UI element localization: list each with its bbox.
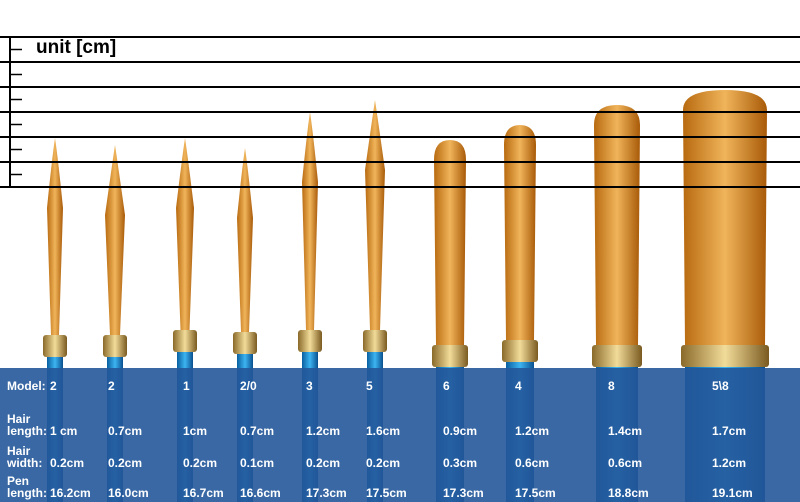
cell: 0.2cm [108, 456, 143, 470]
cell: 0.2cm [366, 456, 401, 470]
cell: 1 cm [50, 424, 78, 438]
ferrule [502, 340, 538, 362]
cell: 16.0cm [108, 486, 149, 500]
bristles [105, 145, 125, 335]
bristles [683, 90, 767, 345]
ferrule [681, 345, 769, 367]
ferrule [592, 345, 642, 367]
cell: 1.7cm [712, 424, 747, 438]
row-label: Hair width: [7, 444, 43, 470]
cell: 4 [515, 379, 522, 393]
cell: 6 [443, 379, 450, 393]
row-label: Model: [7, 379, 46, 393]
cell: 2/0 [240, 379, 257, 393]
cell: 2 [50, 379, 57, 393]
cell: 16.6cm [240, 486, 281, 500]
row-label: Pen length: [7, 474, 47, 500]
unit-label: unit [cm] [36, 37, 117, 58]
cell: 1.6cm [366, 424, 401, 438]
bristles [176, 138, 194, 330]
bristles [504, 125, 536, 340]
ferrule [173, 330, 197, 352]
cell: 18.8cm [608, 486, 649, 500]
row-label: Hair length: [7, 412, 47, 438]
bristles [237, 148, 253, 332]
ferrule [43, 335, 67, 357]
cell: 17.3cm [443, 486, 484, 500]
info-panel [0, 368, 800, 502]
bristles [434, 140, 466, 345]
cell: 17.5cm [515, 486, 556, 500]
cell: 0.6cm [608, 456, 643, 470]
cell: 0.2cm [183, 456, 218, 470]
cell: 5 [366, 379, 373, 393]
cell: 0.2cm [50, 456, 85, 470]
cell: 1 [183, 379, 190, 393]
bristles [594, 105, 640, 345]
ferrule [233, 332, 257, 354]
cell: 0.3cm [443, 456, 478, 470]
cell: 3 [306, 379, 313, 393]
cell: 17.3cm [306, 486, 347, 500]
bristles [365, 100, 385, 330]
cell: 19.1cm [712, 486, 753, 500]
ferrule [363, 330, 387, 352]
cell: 8 [608, 379, 615, 393]
cell: 17.5cm [366, 486, 407, 500]
cell: 0.1cm [240, 456, 275, 470]
cell: 16.2cm [50, 486, 91, 500]
cell: 0.9cm [443, 424, 478, 438]
cell: 1.2cm [515, 424, 550, 438]
cell: 0.7cm [108, 424, 143, 438]
cell: 1.2cm [306, 424, 341, 438]
cell: 16.7cm [183, 486, 224, 500]
bristles [47, 138, 63, 335]
cell: 1.2cm [712, 456, 747, 470]
ferrule [432, 345, 468, 367]
cell: 5\8 [712, 379, 729, 393]
cell: 0.7cm [240, 424, 275, 438]
ferrule [103, 335, 127, 357]
cell: 2 [108, 379, 115, 393]
cell: 0.2cm [306, 456, 341, 470]
ferrule [298, 330, 322, 352]
cell: 1cm [183, 424, 208, 438]
bristles [302, 112, 318, 330]
cell: 0.6cm [515, 456, 550, 470]
cell: 1.4cm [608, 424, 643, 438]
